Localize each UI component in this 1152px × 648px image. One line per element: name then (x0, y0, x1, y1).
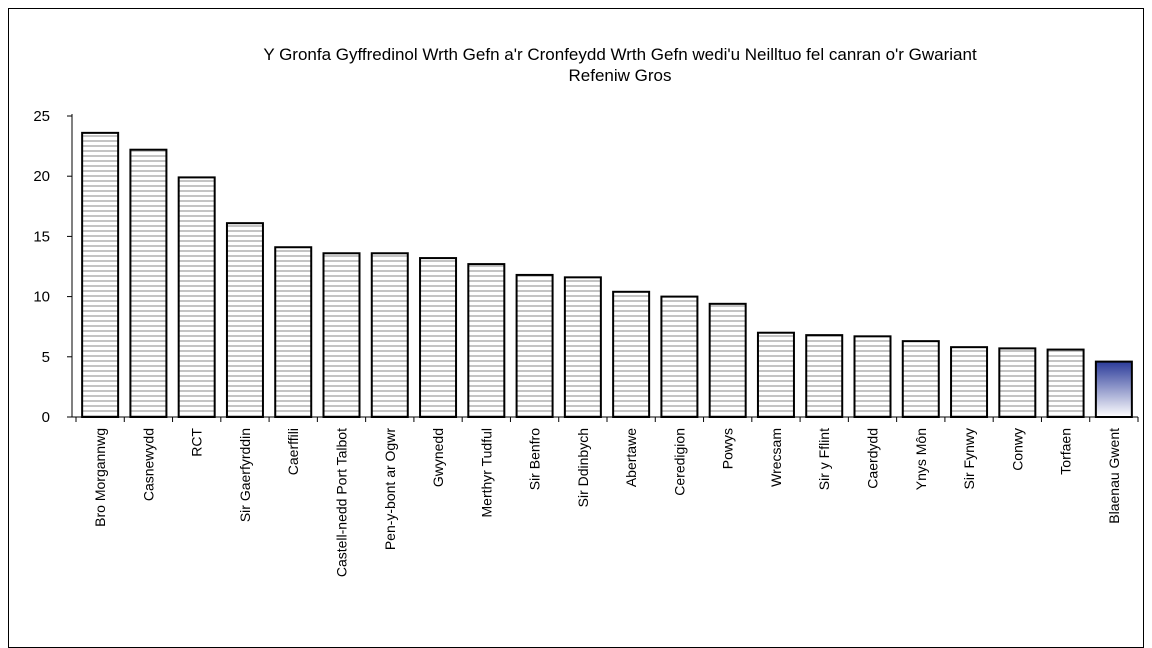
chart-title-line-2: Refeniw Gros (568, 66, 672, 85)
chart-title: Y Gronfa Gyffredinol Wrth Gefn a'r Cronf… (20, 44, 1152, 86)
bar-8 (467, 263, 506, 419)
x-tick-label: Merthyr Tudful (478, 428, 494, 517)
x-tick-label: Abertawe (623, 428, 639, 487)
x-tick-label: Wrecsam (768, 428, 784, 487)
bar-11 (612, 290, 651, 418)
bar-chart: 0 5 10 15 20 25 Bro Morgannwg Casnewydd RCT Sir … (33, 108, 1139, 578)
bars (81, 131, 1133, 419)
bar-10 (563, 276, 602, 418)
x-tick-label: Casnewydd (140, 428, 156, 501)
y-tick-label: 5 (42, 349, 50, 366)
x-tick-label: Caerffili (285, 428, 301, 475)
bar-17 (901, 340, 940, 419)
x-tick-label: Bro Morgannwg (92, 428, 108, 527)
x-tick-label: Torfaen (1058, 428, 1074, 475)
bar-3 (225, 222, 264, 418)
x-tick-label: Gwynedd (430, 428, 446, 487)
bar-2 (177, 176, 216, 418)
y-tick-label: 10 (33, 289, 50, 306)
y-tick-label: 20 (33, 168, 50, 185)
bar-12 (660, 295, 699, 419)
x-tick-label: Sir Ddinbych (575, 428, 591, 507)
x-tick-label: Pen-y-bont ar Ogwr (382, 428, 398, 550)
y-tick-label: 15 (33, 228, 50, 245)
x-tick-label: Sir y Fflint (816, 428, 832, 490)
bar-1 (129, 148, 168, 418)
x-tick-labels: Bro Morgannwg Casnewydd RCT Sir Gaerfyrddin… (92, 428, 1122, 578)
y-tick-label: 25 (33, 108, 50, 125)
x-tick-label: Blaenau Gwent (1106, 428, 1122, 524)
x-tick-label: Castell-nedd Port Talbot (334, 428, 350, 577)
bar-19 (998, 347, 1037, 419)
bar-21 (1094, 360, 1133, 418)
bar-4 (274, 246, 313, 418)
bar-20 (1046, 348, 1085, 418)
y-tick-label: 0 (42, 409, 50, 426)
bar-0 (81, 131, 120, 419)
bar-7 (419, 257, 458, 418)
x-tick-label: RCT (189, 428, 205, 457)
x-tick-label: Sir Fynwy (961, 428, 977, 489)
bar-18 (950, 346, 989, 418)
x-tick-label: Ynys Môn (913, 428, 929, 490)
bar-15 (805, 334, 844, 418)
bar-9 (515, 273, 554, 419)
chart-title-line-1: Y Gronfa Gyffredinol Wrth Gefn a'r Cronf… (263, 45, 977, 64)
x-tick-label: Caerdydd (865, 428, 881, 489)
bar-16 (853, 335, 892, 418)
x-tick-label: Sir Gaerfyrddin (237, 428, 253, 522)
x-tick-label: Powys (720, 428, 736, 469)
bar-5 (322, 252, 361, 418)
x-tick-label: Ceredigion (671, 428, 687, 496)
x-tick-label: Sir Benfro (527, 428, 543, 490)
bar-14 (756, 331, 795, 418)
x-tick-label: Conwy (1009, 428, 1025, 471)
bar-6 (370, 252, 409, 418)
bar-13 (708, 302, 747, 419)
